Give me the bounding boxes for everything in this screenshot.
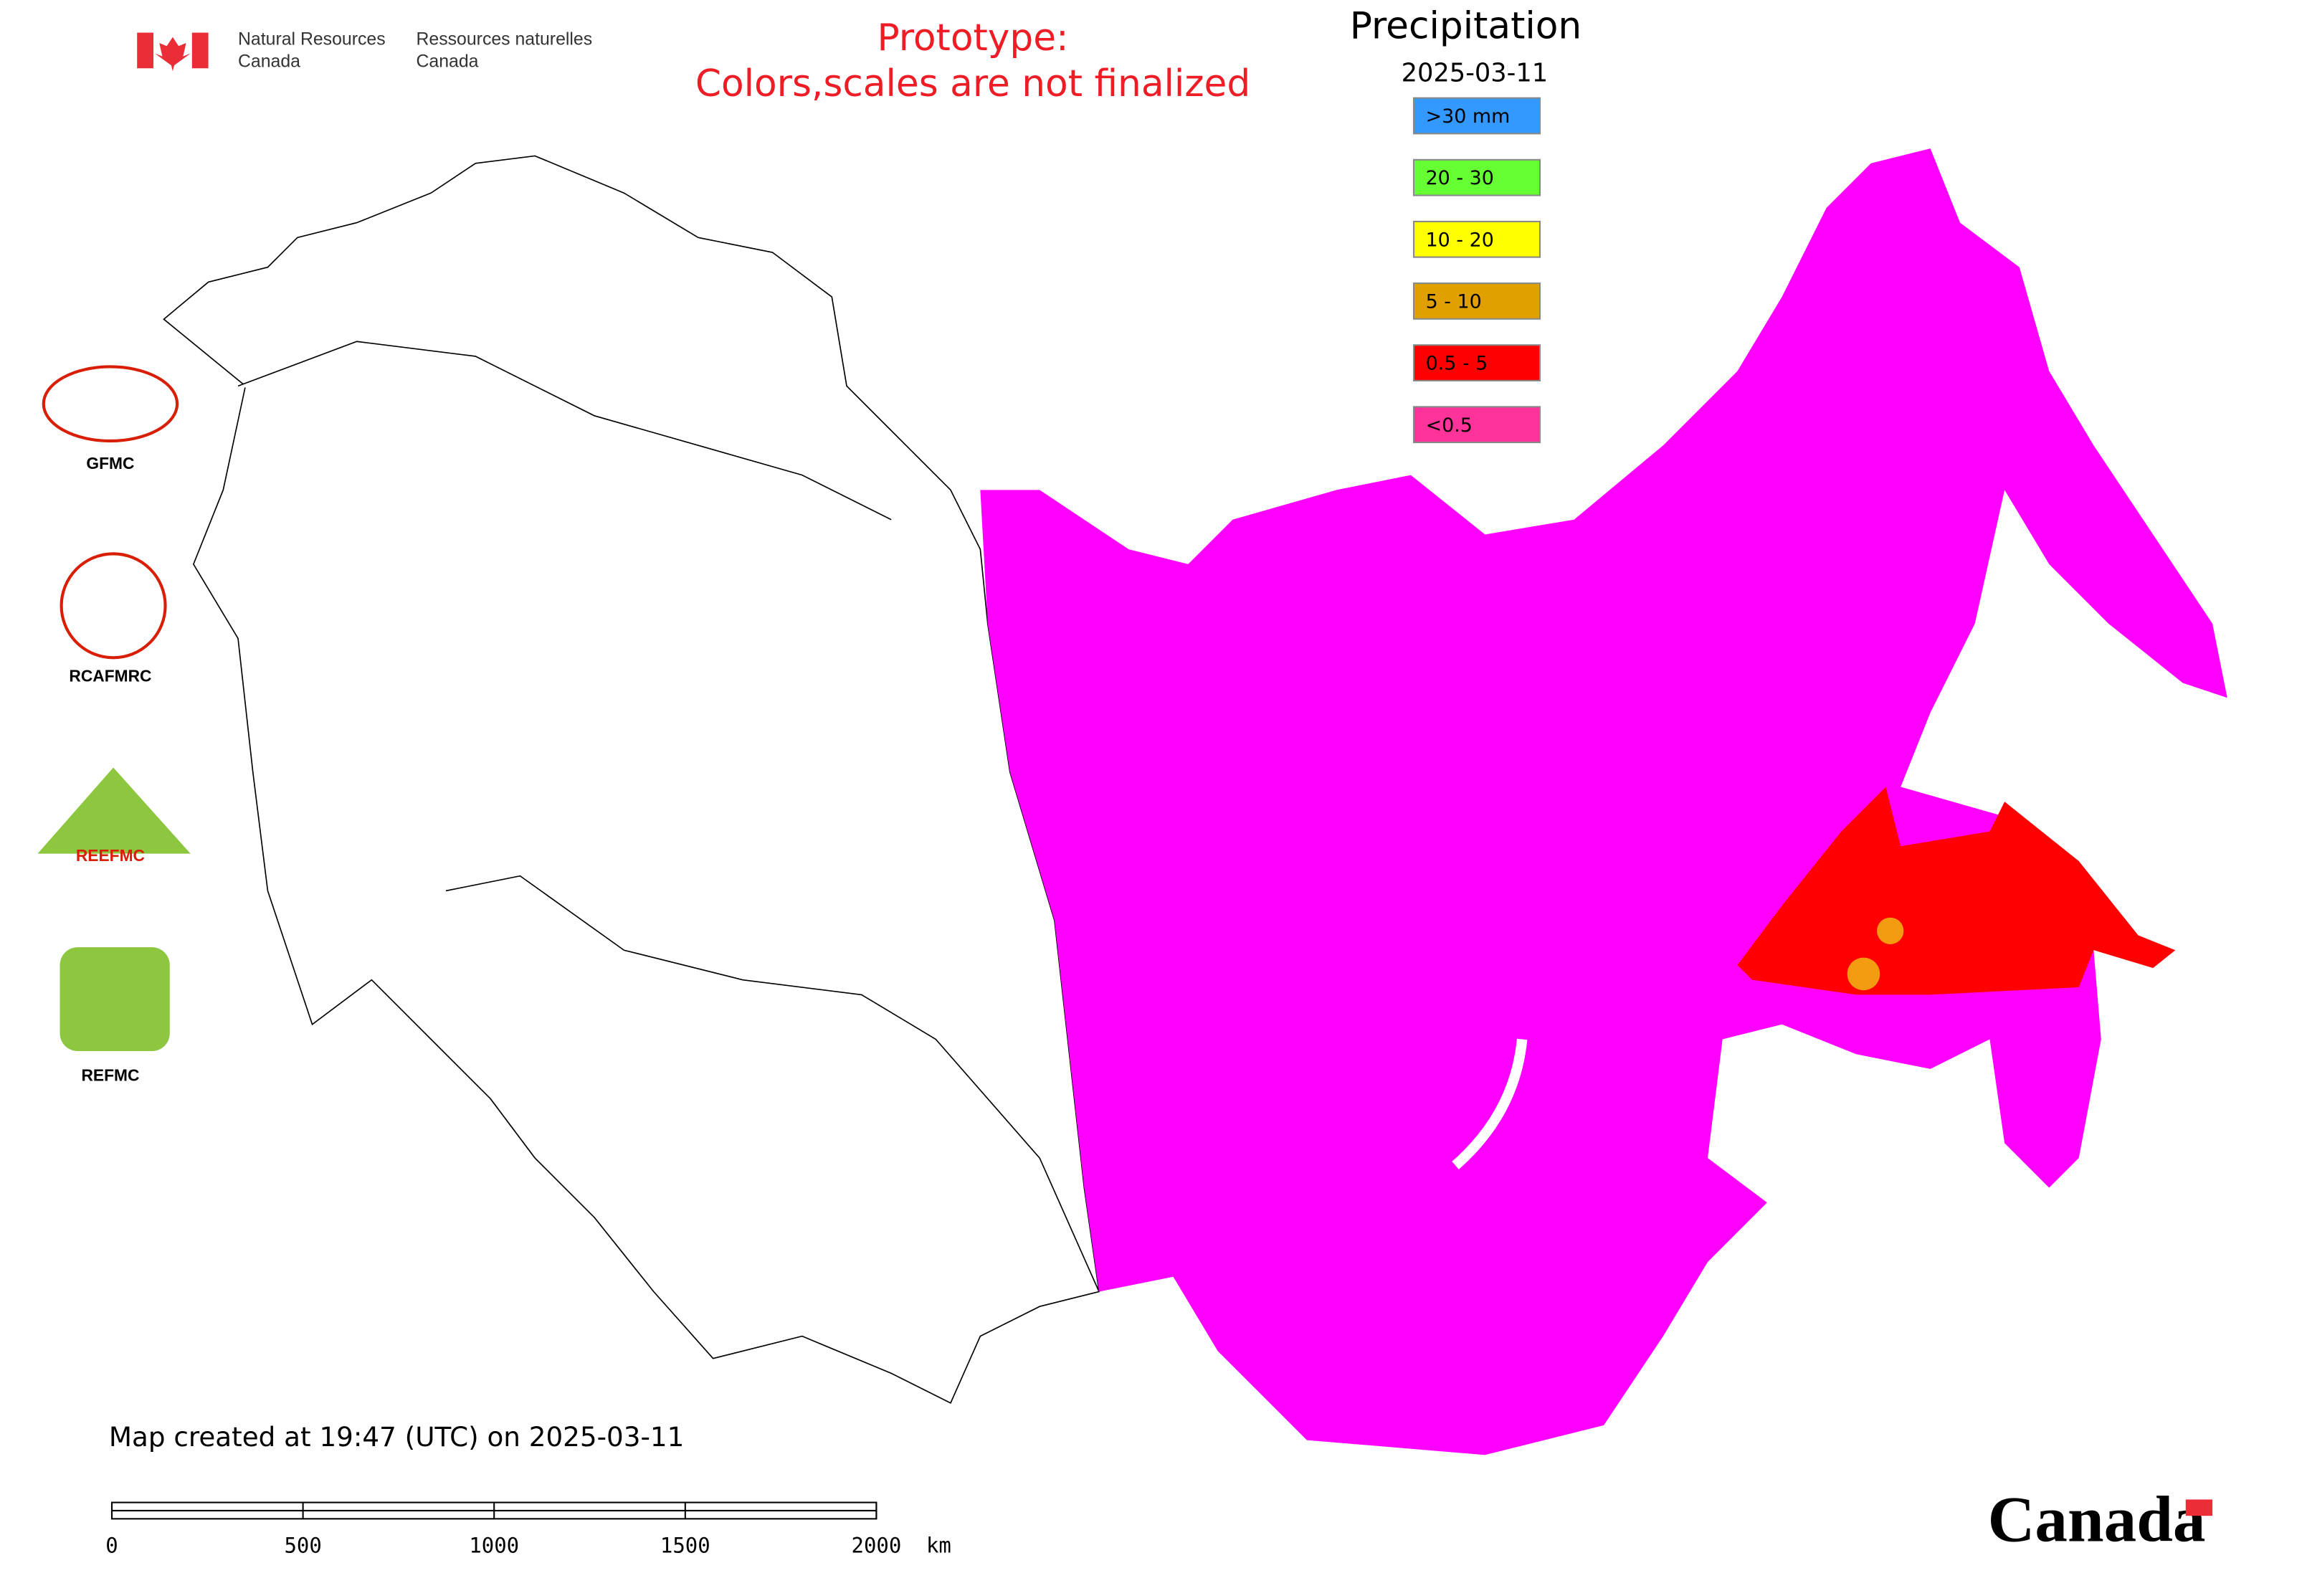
logo bbox=[60, 947, 170, 1052]
created-note: Map created at 19:47 (UTC) on 2025-03-11 bbox=[109, 1421, 684, 1453]
legend-label: >30 mm bbox=[1426, 105, 1511, 128]
lake bbox=[1452, 1038, 1528, 1169]
partner-label: RCAFMRC bbox=[69, 666, 151, 685]
precip-area bbox=[980, 148, 2227, 1455]
scale-label: 2000 bbox=[852, 1534, 902, 1558]
wordmark-flag bbox=[2185, 1499, 2213, 1516]
scale-label: 500 bbox=[284, 1534, 321, 1558]
legend-swatch bbox=[1412, 406, 1541, 444]
legend-label: <0.5 bbox=[1426, 414, 1473, 437]
scale-label: 0 bbox=[105, 1534, 118, 1558]
partner-label: REFMC bbox=[81, 1065, 139, 1084]
agency-en: Canada bbox=[238, 52, 300, 72]
precip-area bbox=[1847, 957, 1880, 991]
agency-fr: Ressources naturelles bbox=[417, 29, 593, 49]
legend-swatch bbox=[1412, 282, 1541, 320]
notice: Colors,scales are not finalized bbox=[695, 62, 1250, 105]
partner-label: GFMC bbox=[86, 454, 134, 472]
partner-label: REEFMC bbox=[76, 846, 145, 865]
legend-swatch bbox=[1412, 220, 1541, 258]
notice: Prototype: bbox=[877, 16, 1068, 60]
country-outline bbox=[163, 155, 1100, 1404]
legend-label: 0.5 - 5 bbox=[1426, 353, 1488, 375]
country-outline bbox=[445, 875, 1100, 1292]
logo bbox=[42, 365, 179, 443]
legend-swatch bbox=[1412, 344, 1541, 381]
legend-swatch bbox=[1412, 97, 1541, 135]
scale-unit: km bbox=[926, 1534, 951, 1558]
precip-area bbox=[1877, 917, 1904, 944]
scale-label: 1500 bbox=[660, 1534, 710, 1558]
legend-date: 2025-03-11 bbox=[1402, 59, 1549, 88]
wordmark: Canada bbox=[1988, 1483, 2206, 1556]
legend-title: Precipitation bbox=[1350, 4, 1582, 47]
logo bbox=[60, 552, 167, 660]
flag bbox=[137, 32, 209, 72]
precip-area bbox=[1737, 787, 2176, 995]
agency-fr: Canada bbox=[417, 52, 479, 72]
legend-label: 5 - 10 bbox=[1426, 291, 1482, 313]
legend-label: 10 - 20 bbox=[1426, 229, 1494, 251]
scale-label: 1000 bbox=[469, 1534, 519, 1558]
legend-swatch bbox=[1412, 158, 1541, 196]
country-outline bbox=[237, 341, 892, 521]
legend-label: 20 - 30 bbox=[1426, 167, 1494, 189]
logo bbox=[37, 767, 191, 854]
agency-en: Natural Resources bbox=[238, 29, 386, 49]
